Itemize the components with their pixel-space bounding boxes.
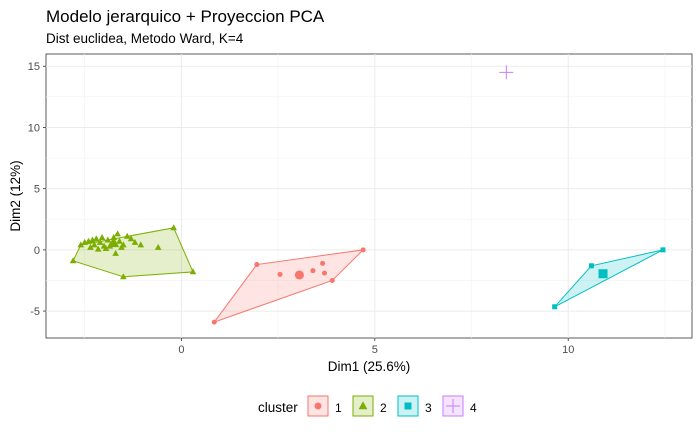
legend-label-3: 3 bbox=[425, 401, 432, 415]
x-axis-title: Dim1 (25.6%) bbox=[328, 359, 411, 374]
x-tick-label: 0 bbox=[178, 344, 184, 356]
legend-marker-4 bbox=[446, 399, 460, 413]
x-tick-label: 10 bbox=[562, 344, 574, 356]
point-cluster-2 bbox=[104, 236, 112, 243]
y-tick-label: 10 bbox=[28, 122, 40, 134]
point-cluster-2 bbox=[94, 245, 102, 252]
point-cluster-1 bbox=[211, 319, 217, 325]
point-cluster-2 bbox=[87, 243, 94, 250]
point-cluster-1 bbox=[322, 270, 328, 276]
point-cluster-2 bbox=[92, 235, 100, 242]
point-cluster-2 bbox=[137, 241, 145, 248]
grid-lines bbox=[46, 54, 692, 338]
legend-marker-1 bbox=[314, 402, 322, 410]
chart-subtitle: Dist euclidea, Metodo Ward, K=4 bbox=[46, 31, 244, 46]
y-tick-label: 0 bbox=[34, 245, 40, 257]
centroid-cluster-3 bbox=[598, 269, 608, 279]
legend-title: cluster bbox=[258, 400, 298, 415]
point-cluster-2 bbox=[110, 234, 117, 241]
point-cluster-2 bbox=[96, 238, 104, 245]
legend-items: 1 2 3 4 bbox=[307, 395, 477, 417]
point-cluster-2 bbox=[131, 238, 139, 245]
cluster-hull-2 bbox=[72, 227, 194, 278]
point-cluster-2 bbox=[189, 268, 197, 275]
point-cluster-1 bbox=[320, 260, 326, 266]
point-cluster-1 bbox=[329, 277, 335, 283]
data-points bbox=[69, 65, 666, 325]
cluster-hulls bbox=[72, 227, 664, 324]
point-cluster-2 bbox=[112, 249, 119, 256]
point-cluster-3 bbox=[552, 304, 558, 310]
cluster-hull-3 bbox=[554, 249, 664, 308]
axis-ticks: 0 5 10 -5 0 5 10 15 bbox=[28, 61, 575, 356]
legend-marker-2 bbox=[358, 401, 368, 410]
legend-label-1: 1 bbox=[335, 401, 342, 415]
chart-title: Modelo jerarquico + Proyeccion PCA bbox=[46, 7, 325, 26]
point-cluster-3 bbox=[588, 263, 594, 269]
y-tick-label: 15 bbox=[28, 61, 40, 73]
point-cluster-2 bbox=[116, 237, 123, 244]
point-cluster-2 bbox=[120, 273, 127, 280]
point-cluster-2 bbox=[77, 241, 85, 248]
point-cluster-1 bbox=[310, 268, 316, 274]
point-cluster-2 bbox=[118, 243, 125, 250]
point-cluster-3 bbox=[660, 247, 666, 253]
x-tick-label: 5 bbox=[372, 344, 378, 356]
centroid-cluster-1 bbox=[294, 270, 304, 280]
centroid-cluster-2 bbox=[108, 237, 120, 248]
legend-marker-3 bbox=[404, 402, 412, 410]
legend-label-4: 4 bbox=[470, 401, 477, 415]
point-cluster-2 bbox=[170, 224, 177, 231]
point-cluster-2 bbox=[154, 243, 162, 250]
point-cluster-1 bbox=[360, 247, 366, 253]
point-cluster-2 bbox=[114, 230, 121, 237]
y-tick-label: -5 bbox=[30, 306, 40, 318]
point-cluster-2 bbox=[98, 234, 106, 241]
point-cluster-2 bbox=[91, 241, 98, 248]
legend: cluster 1 2 3 4 bbox=[258, 395, 477, 417]
y-axis-title: Dim2 (12%) bbox=[8, 160, 23, 231]
point-cluster-2 bbox=[123, 232, 131, 239]
point-cluster-4 bbox=[499, 65, 514, 80]
legend-label-2: 2 bbox=[380, 401, 387, 415]
point-cluster-2 bbox=[102, 245, 110, 252]
point-cluster-2 bbox=[69, 257, 77, 264]
point-cluster-1 bbox=[277, 271, 283, 277]
point-cluster-2 bbox=[127, 235, 135, 242]
point-cluster-1 bbox=[254, 262, 260, 268]
y-tick-label: 5 bbox=[34, 184, 40, 196]
